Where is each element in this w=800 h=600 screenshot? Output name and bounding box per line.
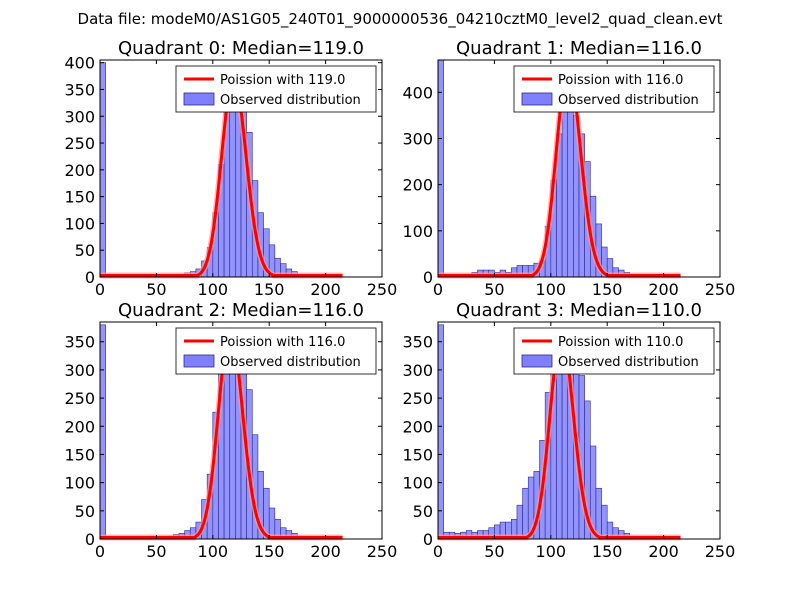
legend-bar-swatch — [521, 92, 553, 106]
y-tick-label: 0 — [423, 530, 433, 549]
axes-frame — [437, 321, 721, 540]
x-tick-label: 50 — [146, 542, 166, 561]
y-tick-label: 150 — [402, 445, 433, 464]
x-tick-label: 150 — [254, 542, 285, 561]
subplot-title: Quadrant 0: Median=119.0 — [118, 38, 364, 59]
y-tick-label: 300 — [64, 361, 95, 380]
poisson-curve — [438, 67, 681, 277]
poisson-curve — [100, 328, 343, 539]
subplot-title: Quadrant 3: Median=110.0 — [456, 300, 702, 321]
poisson-curve — [100, 77, 343, 277]
x-tick-label: 100 — [536, 280, 567, 299]
legend-bar-label: Observed distribution — [558, 355, 699, 370]
legend-curve-label: Poission with 119.0 — [220, 73, 345, 88]
figure-suptitle: Data file: modeM0/AS1G05_240T01_90000005… — [78, 10, 723, 29]
x-tick-label: 250 — [367, 542, 398, 561]
x-tick-label: 0 — [433, 542, 443, 561]
y-tick-label: 250 — [64, 389, 95, 408]
histogram-bar — [437, 324, 444, 540]
y-tick-label: 250 — [402, 389, 433, 408]
x-tick-label: 200 — [648, 542, 679, 561]
y-tick-label: 100 — [64, 474, 95, 493]
legend-bar-label: Observed distribution — [558, 93, 699, 108]
axes-frame — [99, 59, 383, 278]
x-tick-label: 100 — [198, 280, 229, 299]
subplot-1: Quadrant 1: Median=116.0 0 50 100 150 200 250… — [402, 38, 735, 299]
x-tick-label: 50 — [146, 280, 166, 299]
x-tick-label: 0 — [95, 542, 105, 561]
y-tick-label: 300 — [402, 129, 433, 148]
x-tick-label: 200 — [310, 280, 341, 299]
legend: Poission with 110.0 Observed distribution — [513, 327, 715, 375]
legend-curve-label: Poission with 116.0 — [558, 73, 683, 88]
y-tick-label: 350 — [64, 80, 95, 99]
x-tick-label: 100 — [198, 542, 229, 561]
y-tick-label: 100 — [402, 474, 433, 493]
subplot-title: Quadrant 1: Median=116.0 — [456, 38, 702, 59]
legend: Poission with 116.0 Observed distribution — [175, 327, 377, 375]
subplot-2: Quadrant 2: Median=116.0 0 50 100 150 200 250… — [64, 300, 397, 561]
y-tick-label: 200 — [64, 161, 95, 180]
y-tick-label: 50 — [75, 502, 95, 521]
histogram-bar — [516, 504, 523, 540]
x-tick-label: 150 — [254, 280, 285, 299]
y-tick-label: 150 — [64, 188, 95, 207]
y-tick-label: 250 — [64, 134, 95, 153]
x-tick-label: 200 — [648, 280, 679, 299]
legend-curve-label: Poission with 110.0 — [558, 335, 683, 350]
subplot-3: Quadrant 3: Median=110.0 0 50 100 150 200 250… — [402, 300, 735, 561]
x-tick-label: 250 — [705, 542, 736, 561]
y-tick-label: 400 — [402, 83, 433, 102]
histogram-bar — [601, 504, 608, 540]
y-tick-label: 0 — [85, 268, 95, 287]
x-tick-label: 250 — [705, 280, 736, 299]
legend-bar-swatch — [183, 354, 215, 368]
y-tick-label: 300 — [402, 361, 433, 380]
y-tick-label: 0 — [423, 268, 433, 287]
y-tick-label: 100 — [64, 214, 95, 233]
y-tick-label: 0 — [85, 530, 95, 549]
y-tick-label: 50 — [413, 502, 433, 521]
x-tick-label: 200 — [310, 542, 341, 561]
legend-bar-label: Observed distribution — [220, 93, 361, 108]
x-tick-label: 100 — [536, 542, 567, 561]
y-tick-label: 200 — [402, 417, 433, 436]
legend-bar-label: Observed distribution — [220, 355, 361, 370]
y-tick-label: 300 — [64, 107, 95, 126]
y-tick-label: 100 — [402, 222, 433, 241]
legend: Poission with 116.0 Observed distribution — [513, 65, 715, 113]
histogram-bar — [99, 324, 106, 540]
x-tick-label: 50 — [484, 280, 504, 299]
legend-bar-swatch — [521, 354, 553, 368]
legend-curve-label: Poission with 116.0 — [220, 335, 345, 350]
legend: Poission with 119.0 Observed distribution — [175, 65, 377, 113]
x-tick-label: 150 — [592, 542, 623, 561]
subplot-0: Quadrant 0: Median=119.0 0 50 100 150 200 250… — [64, 38, 397, 299]
y-tick-label: 400 — [64, 54, 95, 73]
y-tick-label: 200 — [402, 176, 433, 195]
x-tick-label: 150 — [592, 280, 623, 299]
y-tick-label: 200 — [64, 417, 95, 436]
y-tick-label: 350 — [402, 333, 433, 352]
y-tick-label: 350 — [64, 333, 95, 352]
subplot-title: Quadrant 2: Median=116.0 — [118, 300, 364, 321]
x-tick-label: 250 — [367, 280, 398, 299]
histogram-bar — [522, 487, 529, 540]
axes-frame — [99, 321, 383, 540]
x-tick-label: 50 — [484, 542, 504, 561]
axes-frame — [437, 59, 721, 278]
x-tick-label: 0 — [95, 280, 105, 299]
y-tick-label: 50 — [75, 241, 95, 260]
legend-bar-swatch — [183, 92, 215, 106]
x-tick-label: 0 — [433, 280, 443, 299]
y-tick-label: 150 — [64, 445, 95, 464]
